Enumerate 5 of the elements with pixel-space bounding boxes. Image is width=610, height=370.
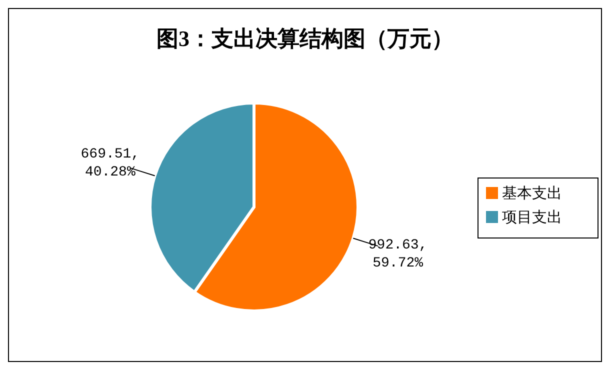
legend-label: 基本支出 xyxy=(502,184,562,202)
data-label: 669.51, 40.28% xyxy=(80,146,140,181)
data-label: 992.63, 59.72% xyxy=(368,237,428,272)
chart-title: 图3：支出决算结构图（万元） xyxy=(156,26,454,51)
legend-label: 项目支出 xyxy=(502,208,562,226)
